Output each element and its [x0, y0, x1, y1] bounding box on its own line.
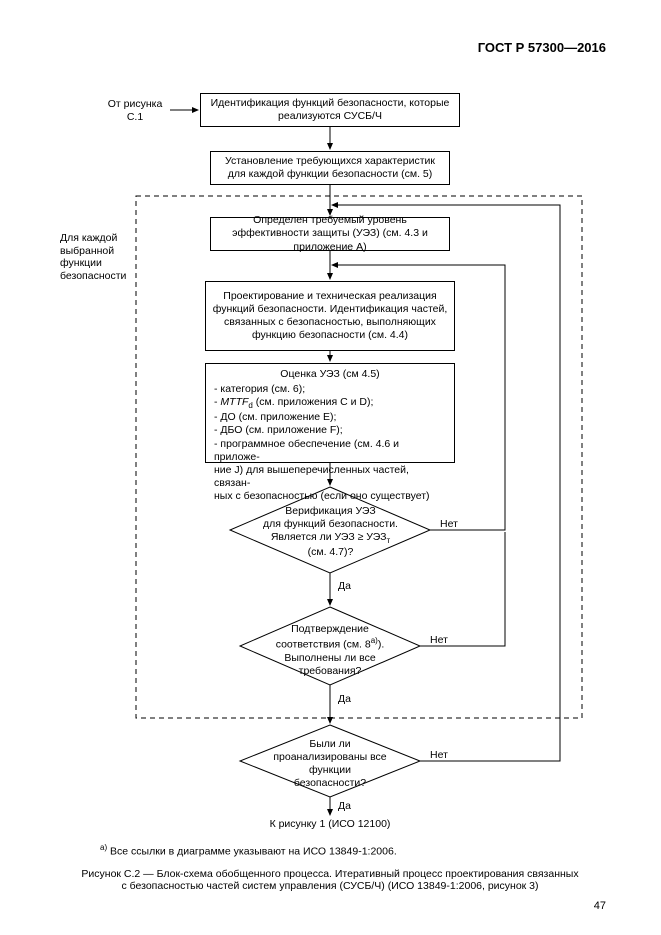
- decision-verification-label: Верификация УЭЗдля функций безопасности.…: [253, 505, 408, 559]
- edge-label-d3-yes: Да: [338, 800, 351, 813]
- figure-caption: Рисунок C.2 — Блок-схема обобщенного про…: [70, 868, 590, 892]
- footnote-text: Все ссылки в диаграмме указывают на ИСО …: [110, 846, 397, 858]
- entry-label: От рисунка C.1: [100, 98, 170, 123]
- decision-conformity-label: Подтверждениесоответствия (см. 8a)).Выпо…: [260, 623, 400, 678]
- footnote-marker: a): [100, 843, 107, 852]
- footnote: a) Все ссылки в диаграмме указывают на И…: [100, 843, 397, 858]
- page-number: 47: [594, 900, 606, 912]
- box-define-pl: Определен требуемый уровень эффективност…: [210, 217, 450, 251]
- edge-d2-no: [420, 532, 505, 646]
- box-evaluate-title: Оценка УЭЗ (см 4.5): [214, 368, 446, 381]
- box-design-identify: Проектирование и техническая реализация …: [205, 281, 455, 351]
- edge-label-d2-no: Нет: [430, 634, 448, 647]
- page: ГОСТ Р 57300—2016: [0, 0, 661, 935]
- box-identify-functions: Идентификация функций безопасности, кото…: [200, 93, 460, 127]
- edge-label-d1-yes: Да: [338, 580, 351, 593]
- edge-label-d2-yes: Да: [338, 693, 351, 706]
- edge-label-d1-no: Нет: [440, 518, 458, 531]
- edge-label-d3-no: Нет: [430, 749, 448, 762]
- box-evaluate-pl: Оценка УЭЗ (см 4.5) - категория (см. 6);…: [205, 363, 455, 463]
- region-label: Для каждойвыбраннойфункциибезопасности: [60, 232, 135, 282]
- box-establish-characteristics: Установление требующихся характеристик д…: [210, 151, 450, 185]
- box-evaluate-item: - категория (см. 6);- MTTFd (см. приложе…: [214, 383, 446, 503]
- exit-label: К рисунку 1 (ИСО 12100): [255, 818, 405, 831]
- decision-all-analyzed-label: Были липроанализированы всефункциибезопа…: [260, 738, 400, 791]
